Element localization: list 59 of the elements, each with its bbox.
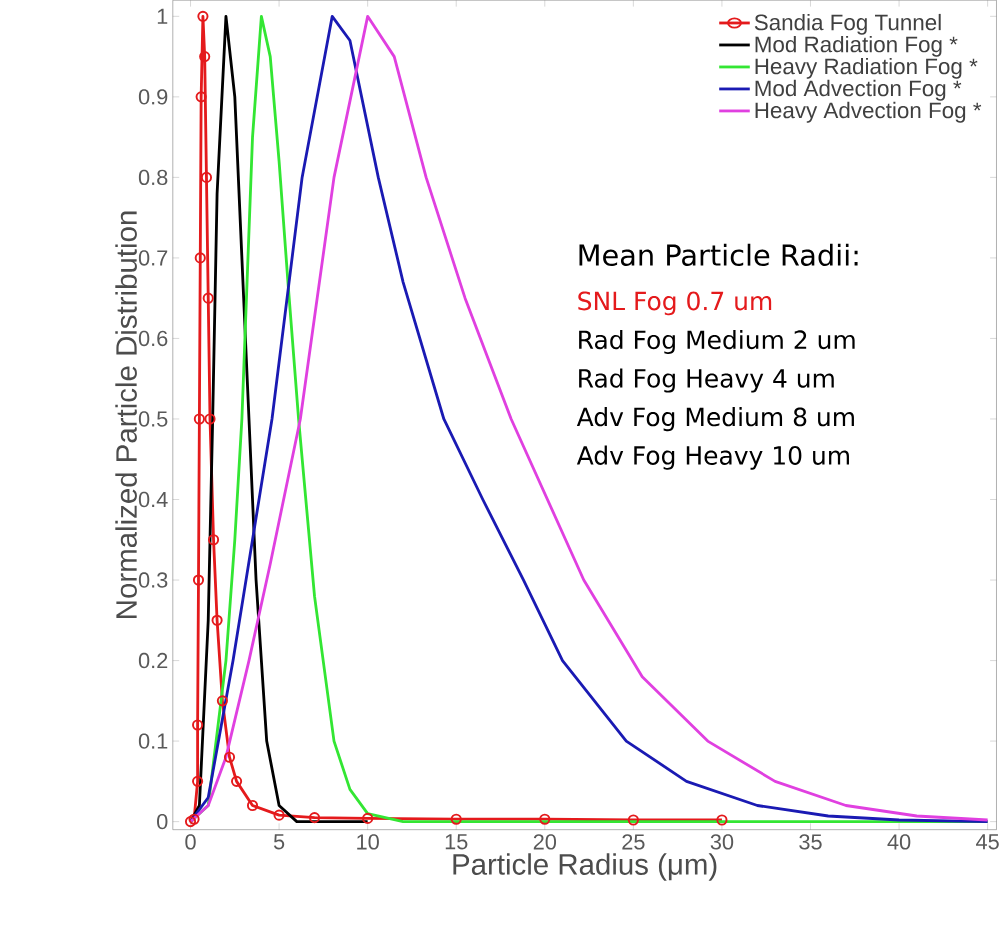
point: [362, 812, 374, 825]
point: [246, 800, 259, 812]
point: [188, 813, 200, 825]
y-tick-label: 0.7: [138, 250, 168, 266]
point: [192, 719, 204, 731]
y-tick-label: 0.1: [138, 733, 168, 749]
annotation: Adv Fog Heavy 10 um: [576, 445, 849, 470]
y-tick-label: 0.9: [138, 89, 168, 105]
x-tick-label: 15: [445, 834, 468, 850]
point: [194, 252, 206, 264]
y-tick-label: 0.5: [138, 411, 168, 427]
point: [207, 534, 220, 546]
point: [231, 775, 243, 787]
annotation: Rad Fog Medium 2 um: [579, 329, 855, 355]
legend-label: Mod Advection Fog *: [755, 79, 962, 101]
point: [211, 614, 223, 626]
point: [202, 292, 214, 304]
point: [539, 813, 551, 825]
point: [192, 574, 205, 586]
point: [450, 813, 462, 825]
legend-label: Heavy Radiation Fog *: [755, 57, 978, 79]
point: [716, 814, 728, 826]
x-tick-label: 10: [357, 834, 379, 850]
point: [204, 413, 216, 425]
x-axis-title: Particle Radius (μm): [453, 853, 717, 881]
legend-label: Heavy Advection Fog *: [755, 101, 982, 123]
y-tick-label: 0: [157, 813, 168, 830]
point: [184, 816, 197, 828]
x-tick-label: 45: [976, 834, 999, 850]
y-tick-label: 0.3: [138, 572, 168, 588]
point: [193, 413, 205, 425]
legend-label: Mod Radiation Fog *: [755, 35, 958, 57]
point: [308, 812, 321, 824]
x-tick-label: 35: [799, 834, 822, 850]
point: [223, 751, 236, 763]
point: [273, 809, 285, 821]
y-tick-label: 1: [157, 8, 168, 24]
point: [197, 10, 209, 22]
x-tick-label: 0: [185, 834, 196, 850]
y-tick-label: 0.4: [138, 491, 168, 508]
x-tick-label: 5: [273, 834, 285, 850]
point: [192, 775, 204, 787]
y-tick-label: 0.2: [138, 652, 168, 669]
y-axis-title: Normalized Particle Distribution: [115, 211, 137, 618]
point: [216, 695, 228, 707]
x-tick-label: 20: [533, 834, 557, 850]
y-tick-label: 0.6: [138, 330, 168, 347]
point: [627, 814, 639, 826]
annotation: Adv Fog Medium 8 um: [576, 407, 854, 432]
point: [195, 91, 207, 103]
annotation: Mean Particle Radii:: [579, 243, 858, 267]
annotation: Rad Fog Heavy 4 um: [579, 368, 834, 393]
x-tick-label: 40: [887, 834, 911, 850]
annotation: SNL Fog 0.7 um: [578, 291, 772, 316]
x-tick-label: 30: [710, 834, 734, 850]
point: [199, 51, 211, 63]
y-tick-label: 0.8: [138, 169, 168, 186]
x-tick-label: 25: [622, 834, 645, 850]
legend-label: Sandia Fog Tunnel: [754, 13, 941, 35]
